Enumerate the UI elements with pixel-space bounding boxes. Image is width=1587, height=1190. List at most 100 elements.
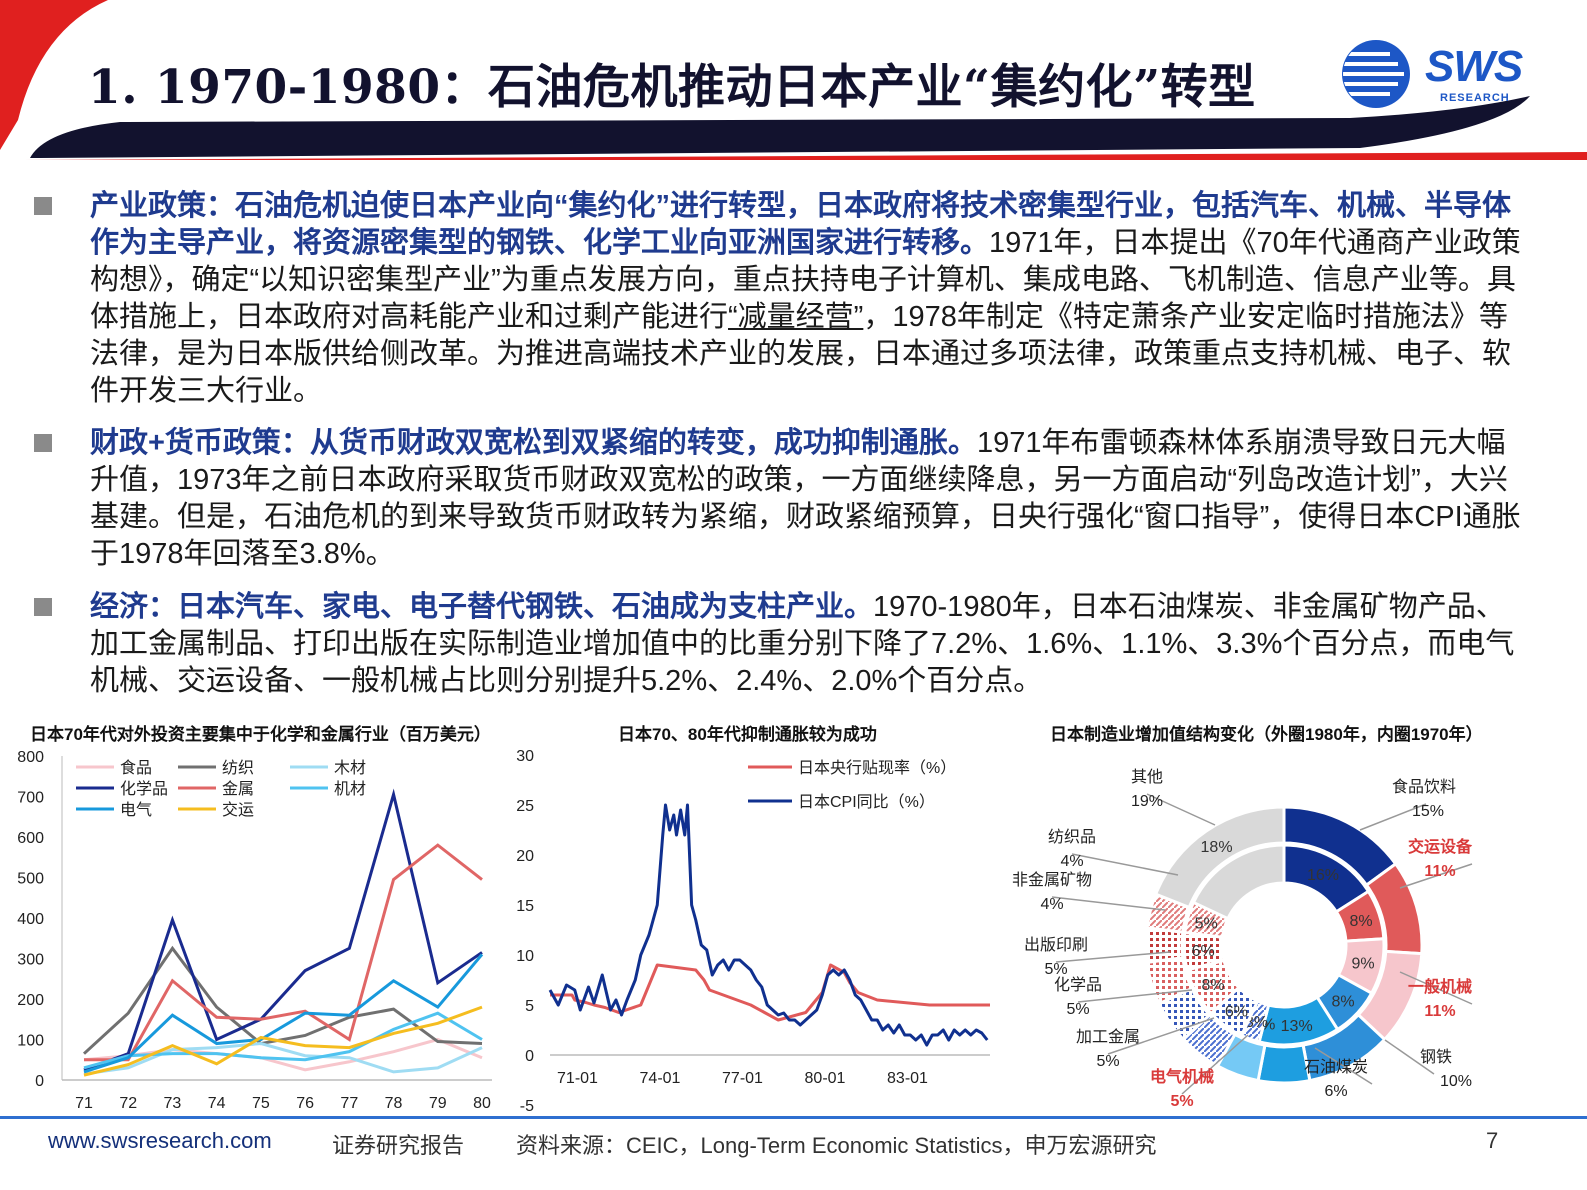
header-red-rule bbox=[25, 152, 1587, 160]
x-tick-label: 83-01 bbox=[887, 1070, 928, 1087]
series-line-木材 bbox=[83, 1042, 483, 1076]
y-tick-label: -5 bbox=[520, 1098, 534, 1115]
x-tick-label: 79 bbox=[429, 1095, 447, 1112]
outer-category-pct: 15% bbox=[1412, 803, 1444, 820]
footer-url[interactable]: www.swsresearch.com bbox=[48, 1128, 272, 1153]
header-navy-rule bbox=[30, 96, 1530, 158]
leader-line bbox=[1399, 863, 1473, 889]
x-tick-label: 73 bbox=[164, 1095, 182, 1112]
chart2-title: 日本70、80年代抑制通胀较为成功 bbox=[618, 725, 877, 744]
y-tick-label: 800 bbox=[17, 749, 44, 766]
paragraph-industry-policy: 产业政策：石油危机迫使日本产业向“集约化”进行转型，日本政府将技术密集型行业，包… bbox=[90, 188, 1530, 410]
outer-category-pct: 5% bbox=[1096, 1053, 1119, 1070]
y-tick-label: 600 bbox=[17, 830, 44, 847]
series-line-日本央行贴现率（%） bbox=[550, 963, 990, 1022]
legend-label: 日本CPI同比（%） bbox=[798, 793, 935, 811]
footer-source: 资料来源：CEIC，Long-Term Economic Statistics，… bbox=[516, 1133, 1157, 1158]
x-tick-label: 75 bbox=[252, 1095, 270, 1112]
leader-line bbox=[1359, 803, 1427, 831]
x-tick-label: 71 bbox=[75, 1095, 93, 1112]
legend-label: 日本央行贴现率（%） bbox=[798, 759, 956, 777]
outer-category-label: 电气机械 bbox=[1150, 1067, 1214, 1086]
outer-category-label: 非金属矿物 bbox=[1012, 871, 1092, 889]
y-tick-label: 700 bbox=[17, 790, 44, 807]
leader-line bbox=[1107, 1017, 1215, 1055]
leader-line bbox=[1314, 1047, 1373, 1085]
y-tick-label: 0 bbox=[35, 1073, 44, 1090]
inner-slice-其他 bbox=[1191, 843, 1286, 921]
outer-category-pct: 5% bbox=[1066, 1001, 1089, 1018]
legend-label: 交运 bbox=[222, 801, 254, 819]
y-tick-label: 200 bbox=[17, 992, 44, 1009]
leader-line bbox=[1051, 896, 1166, 911]
inner-value-label: 8% bbox=[1331, 993, 1354, 1010]
outer-category-label: 其他 bbox=[1131, 768, 1163, 786]
leader-line bbox=[1181, 1034, 1249, 1095]
series-line-金属 bbox=[84, 843, 483, 1062]
x-tick-label: 76 bbox=[296, 1095, 314, 1112]
chart1-title: 日本70年代对外投资主要集中于化学和金属行业（百万美元） bbox=[30, 725, 491, 744]
y-tick-label: 400 bbox=[17, 911, 44, 928]
x-tick-label: 71-01 bbox=[557, 1070, 598, 1087]
logo-subtext: RESEARCH bbox=[1440, 92, 1510, 104]
leader-line bbox=[1071, 853, 1179, 876]
page-title: 1. 1970-1980：石油危机推动日本产业“集约化”转型 bbox=[88, 60, 1256, 115]
leader-line bbox=[1077, 989, 1193, 1003]
paragraph-heading: 产业政策：石油危机迫使日本产业向“集约化”进行转型，日本政府将技术密集型行业，包… bbox=[90, 190, 1512, 259]
outer-slice-其他 bbox=[1153, 805, 1286, 910]
x-tick-label: 74-01 bbox=[640, 1070, 681, 1087]
leader-line bbox=[1384, 1039, 1435, 1075]
outer-category-label: 纺织品 bbox=[1048, 828, 1096, 846]
leader-line bbox=[1055, 951, 1171, 963]
outer-category-pct: 5% bbox=[1170, 1093, 1193, 1110]
legend-label: 机材 bbox=[334, 780, 366, 798]
y-tick-label: 5 bbox=[525, 998, 534, 1015]
bullet-square-icon bbox=[34, 434, 52, 452]
y-tick-label: 500 bbox=[17, 871, 44, 888]
outer-category-pct: 5% bbox=[1044, 961, 1067, 978]
outer-category-pct: 4% bbox=[1060, 853, 1083, 870]
paragraph-heading: 经济：日本汽车、家电、电子替代钢铁、石油成为支柱产业。 bbox=[90, 591, 874, 623]
series-line-交运 bbox=[83, 1005, 483, 1077]
paragraph-text: 1970-1980年，日本石油煤炭、非金属矿物产品、加工金属制品、打印出版在实际… bbox=[90, 591, 1515, 697]
x-tick-label: 80-01 bbox=[805, 1070, 846, 1087]
chart3-title: 日本制造业增加值结构变化（外圈1980年，内圈1970年） bbox=[1050, 725, 1483, 744]
legend-label: 金属 bbox=[222, 780, 254, 798]
series-line-日本CPI同比（%） bbox=[548, 803, 989, 1047]
outer-category-label: 加工金属 bbox=[1076, 1028, 1140, 1046]
y-tick-label: 300 bbox=[17, 952, 44, 969]
outer-category-pct: 11% bbox=[1424, 1003, 1455, 1020]
x-tick-label: 78 bbox=[385, 1095, 403, 1112]
y-tick-label: 25 bbox=[516, 798, 534, 815]
footer-rule bbox=[0, 1116, 1587, 1119]
legend-label: 木材 bbox=[334, 759, 366, 777]
outer-category-pct: 10% bbox=[1440, 1073, 1472, 1090]
x-tick-label: 77 bbox=[340, 1095, 358, 1112]
y-tick-label: 0 bbox=[525, 1048, 534, 1065]
inner-value-label: 16% bbox=[1307, 867, 1339, 884]
chart-manufacturing-structure: 18%16%8%9%8%13%0%3%6%8%6%5%食品饮料15%交运设备11… bbox=[1012, 768, 1473, 1110]
inner-value-label: 8% bbox=[1201, 977, 1224, 994]
y-tick-label: 10 bbox=[516, 948, 534, 965]
y-tick-label: 100 bbox=[17, 1033, 44, 1050]
outer-slice-石油煤炭 bbox=[1256, 1043, 1312, 1085]
sws-logo-icon bbox=[1342, 40, 1410, 108]
y-tick-label: 20 bbox=[516, 848, 534, 865]
outer-category-pct: 4% bbox=[1040, 896, 1063, 913]
paragraph-heading: 财政+货币政策：从货币财政双宽松到双紧缩的转变，成功抑制通胀。 bbox=[90, 427, 977, 459]
chart-overseas-investment: 0 100 200 300 400 500 600 700 800 71 72 73 74 75 76 77 7… bbox=[17, 749, 492, 1112]
inner-value-label: 9% bbox=[1351, 956, 1374, 973]
legend-label: 电气 bbox=[120, 801, 152, 819]
inner-value-label: 5% bbox=[1195, 915, 1218, 932]
outer-category-pct: 11% bbox=[1424, 863, 1455, 880]
paragraph-fiscal-monetary: 财政+货币政策：从货币财政双宽松到双紧缩的转变，成功抑制通胀。1971年布雷顿森… bbox=[90, 425, 1530, 573]
series-line-纺织 bbox=[82, 945, 483, 1055]
x-tick-label: 72 bbox=[119, 1095, 137, 1112]
outer-category-label: 交运设备 bbox=[1408, 837, 1473, 856]
chart-inflation-discount-rate: -5 0 5 10 15 20 25 30 71-01 74-01 77-01 80-01 83-01 日… bbox=[516, 748, 990, 1115]
paragraph-underlined-text: “减量经营” bbox=[728, 301, 864, 333]
outer-category-label: 化学品 bbox=[1054, 976, 1102, 994]
header-red-swoosh bbox=[0, 0, 108, 150]
legend-label: 化学品 bbox=[120, 780, 168, 798]
leader-line bbox=[1399, 971, 1473, 1005]
